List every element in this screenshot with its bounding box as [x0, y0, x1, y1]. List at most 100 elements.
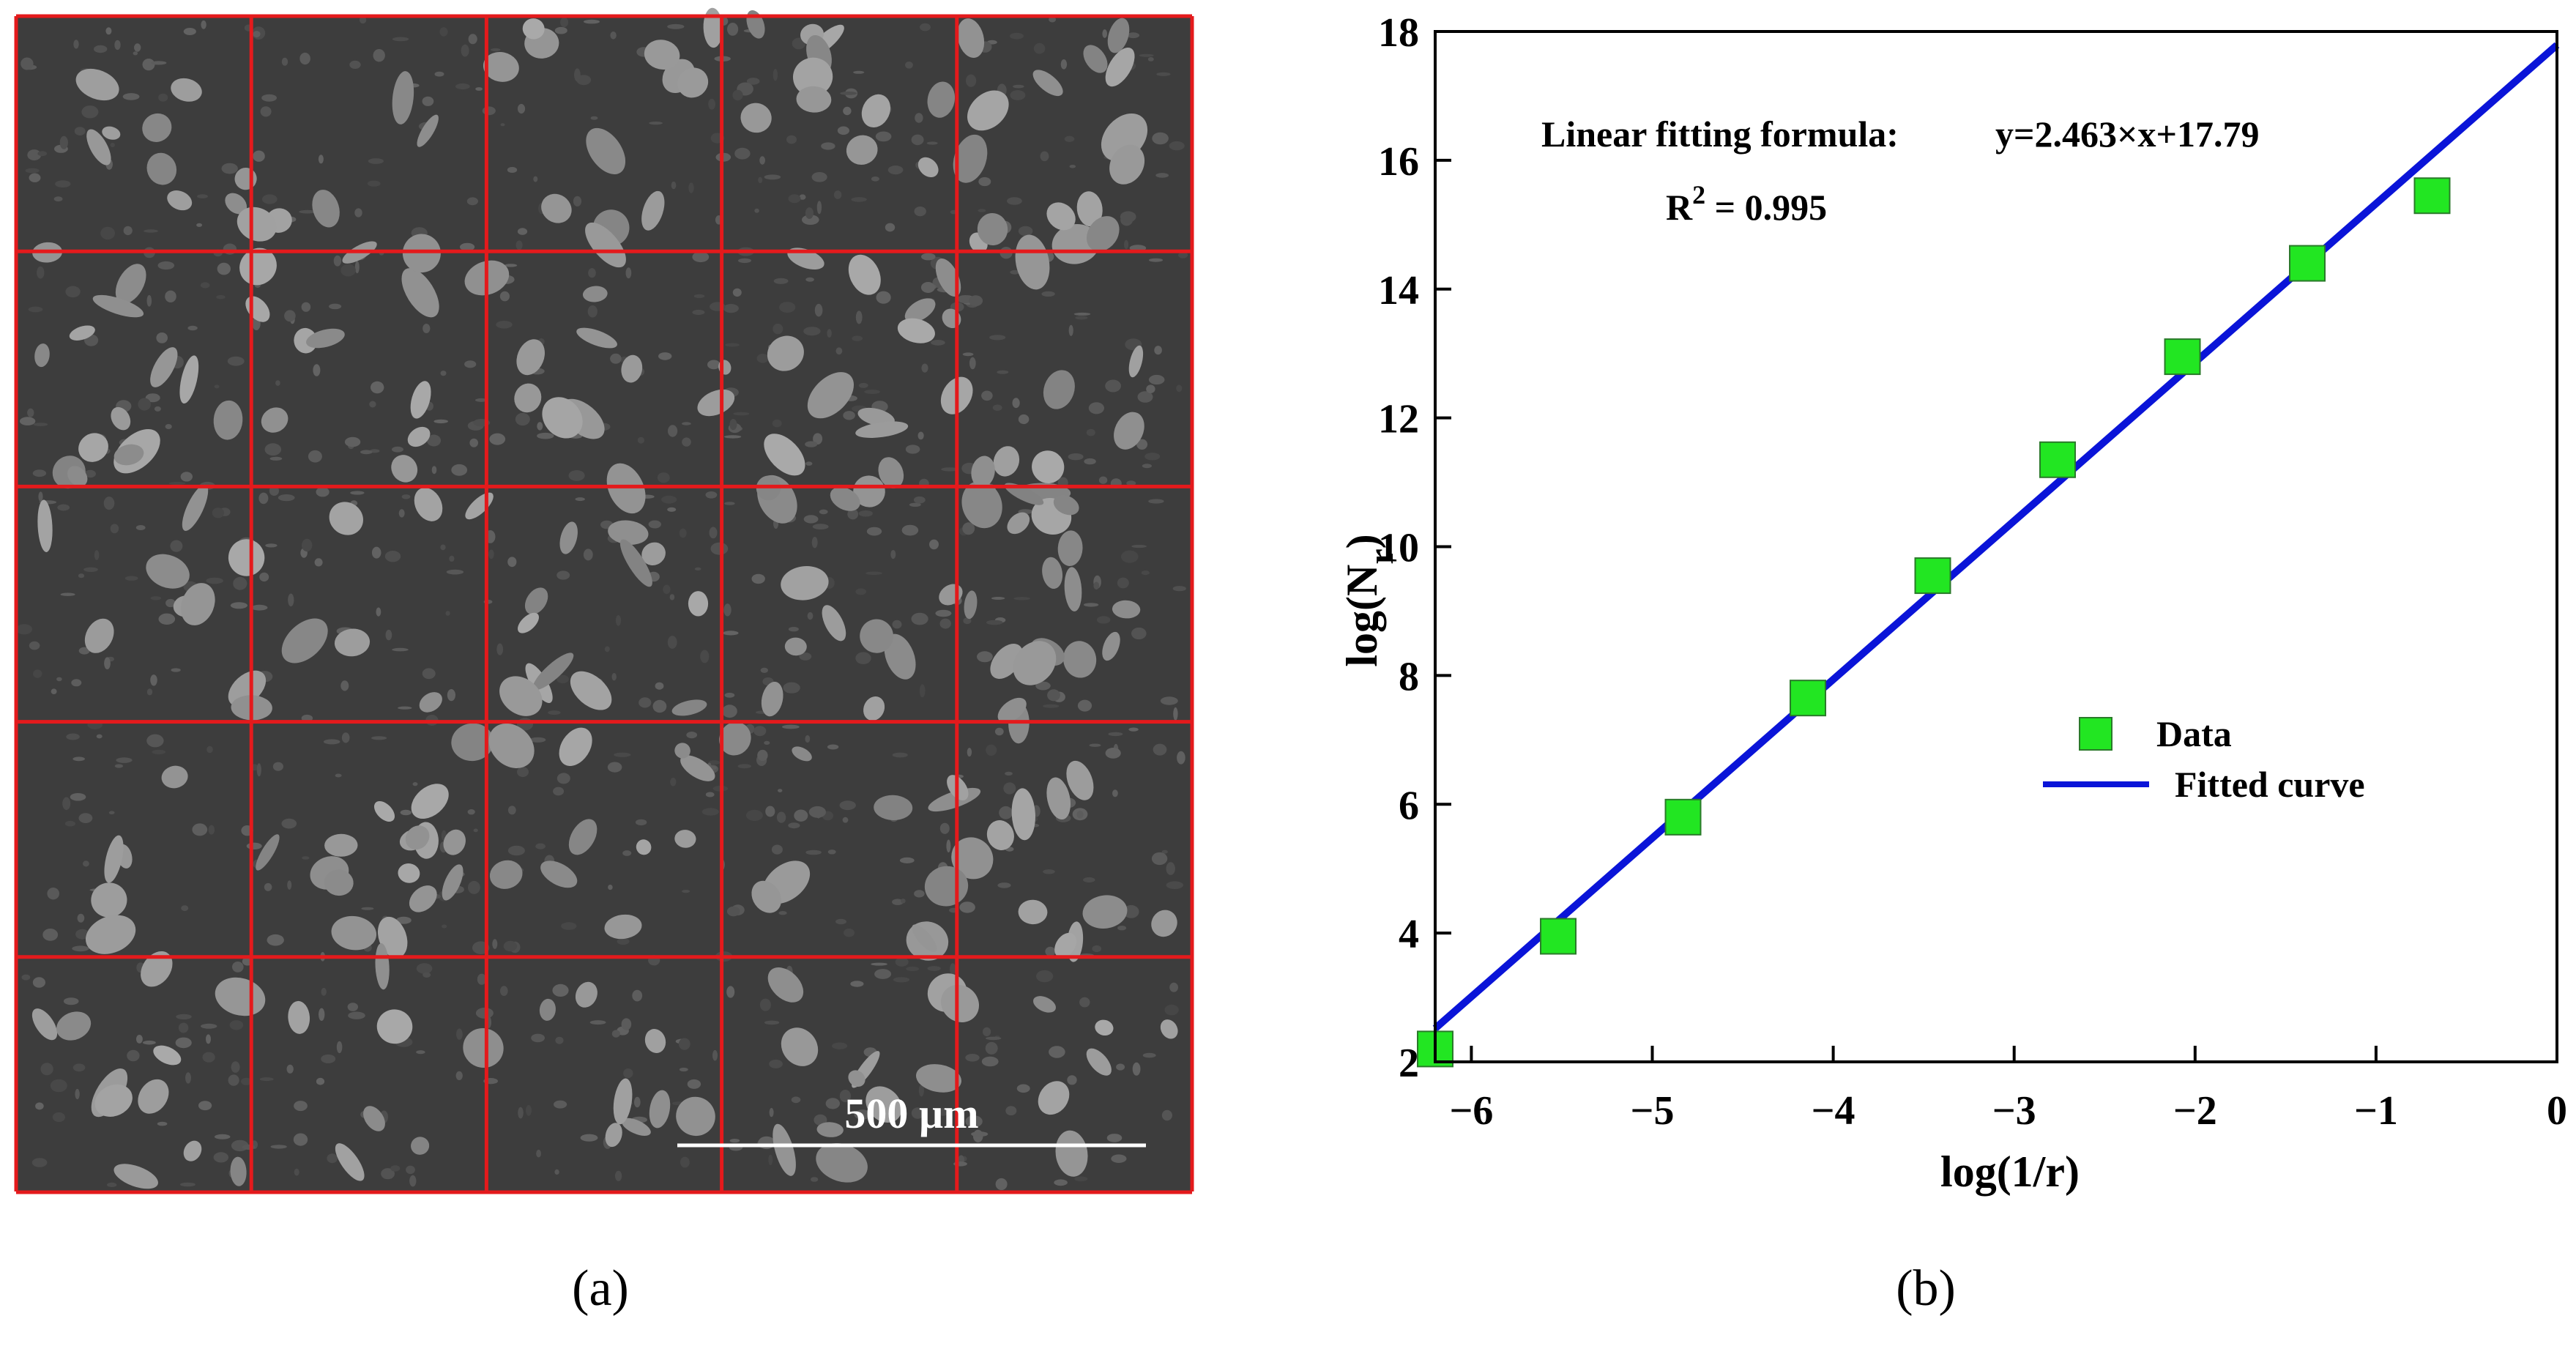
aggregate-grain	[1004, 483, 1044, 505]
fine-grain	[299, 52, 310, 65]
fine-grain	[981, 1056, 999, 1067]
aggregate-grain	[674, 743, 690, 759]
r2-main: R	[1666, 187, 1693, 228]
aggregate-grain	[414, 487, 443, 521]
fine-grain	[376, 607, 381, 617]
fine-grain	[935, 609, 952, 617]
fine-grain	[214, 384, 220, 389]
fine-grain	[185, 1072, 191, 1084]
fine-grain	[533, 176, 538, 182]
fine-grain	[554, 1100, 567, 1109]
fine-grain	[811, 172, 827, 182]
aggregate-grain	[179, 355, 199, 404]
fine-grain	[611, 1030, 620, 1038]
aggregate-grain	[677, 67, 709, 98]
fine-grain	[1067, 1075, 1077, 1085]
fine-grain	[133, 51, 138, 56]
fine-grain	[1142, 1052, 1156, 1058]
aggregate-grain	[161, 765, 188, 789]
fine-grain	[832, 1042, 848, 1049]
fine-grain	[83, 860, 89, 867]
aggregate-grain	[443, 829, 466, 855]
fine-grain	[686, 732, 698, 739]
aggregate-grain	[1007, 512, 1030, 535]
fine-grain	[183, 28, 196, 35]
fine-grain	[732, 89, 743, 101]
legend-fit-label: Fitted curve	[2175, 764, 2365, 805]
fractal-chart: −6 −5 −4 −3 −2 −1 0 2 4 6 8 10 12 14 16 18 log(1/r) lo…	[1338, 10, 2567, 1196]
fine-grain	[589, 1020, 606, 1025]
fine-grain	[1123, 905, 1139, 918]
fine-grain	[442, 924, 447, 929]
aggregate-grain	[75, 68, 119, 101]
fine-grain	[1127, 32, 1140, 39]
fine-grain	[905, 445, 920, 454]
x-tick-label: 0	[2547, 1088, 2567, 1134]
fine-grain	[51, 688, 57, 694]
fine-grain	[966, 74, 977, 87]
y-axis-label-end: )	[1338, 534, 1386, 549]
fine-grain	[288, 593, 294, 607]
fine-grain	[208, 825, 215, 835]
fine-grain	[400, 809, 412, 816]
fine-grain	[361, 907, 374, 910]
aggregate-grain	[676, 1096, 715, 1137]
fine-grain	[778, 789, 783, 792]
fine-grain	[866, 527, 882, 536]
fine-grain	[652, 699, 667, 713]
fine-grain	[929, 539, 939, 550]
y-tick-labels: 2 4 6 8 10 12 14 16 18	[1378, 10, 1419, 1086]
fine-grain	[911, 612, 928, 625]
fine-grain	[588, 268, 596, 278]
aggregate-grain	[517, 612, 540, 633]
aggregate-grain	[977, 213, 1008, 245]
fine-grain	[340, 264, 356, 277]
aggregate-grain	[904, 298, 936, 323]
fine-grain	[734, 147, 751, 160]
fine-grain	[114, 40, 121, 51]
fine-grain	[1088, 402, 1104, 414]
fine-grain	[1136, 439, 1148, 450]
fine-grain	[816, 201, 822, 215]
aggregate-grain	[539, 998, 556, 1021]
fine-grain	[847, 508, 859, 520]
fine-grain	[1083, 877, 1095, 883]
aggregate-grain	[860, 619, 894, 653]
fine-grain	[939, 618, 951, 629]
fine-grain	[839, 1090, 851, 1103]
fine-grain	[385, 629, 392, 641]
fine-grain	[723, 304, 739, 313]
aggregate-grain	[781, 1027, 819, 1066]
aggregate-grain	[411, 1137, 430, 1155]
axis-ticks	[1435, 30, 2558, 1063]
fine-grain	[21, 57, 34, 70]
fine-grain	[40, 1063, 53, 1076]
fine-grain	[165, 290, 176, 302]
fine-grain	[63, 997, 79, 1005]
fine-grain	[791, 1096, 801, 1104]
fine-grain	[667, 636, 677, 649]
fine-grain	[997, 370, 1009, 374]
fine-grain	[412, 782, 418, 787]
fine-grain	[950, 963, 956, 975]
aggregate-grain	[261, 407, 289, 433]
fine-grain	[455, 1071, 463, 1080]
fine-grain	[124, 576, 138, 581]
fine-grain	[1156, 72, 1171, 76]
fine-grain	[287, 880, 292, 890]
fine-grain	[231, 1061, 240, 1073]
fine-grain	[839, 800, 856, 811]
aggregate-grain	[816, 1122, 844, 1137]
fine-grain	[692, 309, 705, 316]
fine-grain	[1178, 252, 1188, 259]
aggregate-grain	[1063, 641, 1097, 678]
fine-grain	[814, 303, 823, 317]
aggregate-grain	[69, 325, 95, 341]
fine-grain	[165, 424, 172, 429]
x-tick-labels: −6 −5 −4 −3 −2 −1 0	[1449, 1088, 2567, 1134]
aggregate-grain	[237, 207, 277, 242]
aggregate-grain	[150, 347, 178, 387]
fine-grain	[919, 684, 926, 698]
fine-grain	[625, 267, 632, 279]
aggregate-grain	[830, 487, 860, 511]
